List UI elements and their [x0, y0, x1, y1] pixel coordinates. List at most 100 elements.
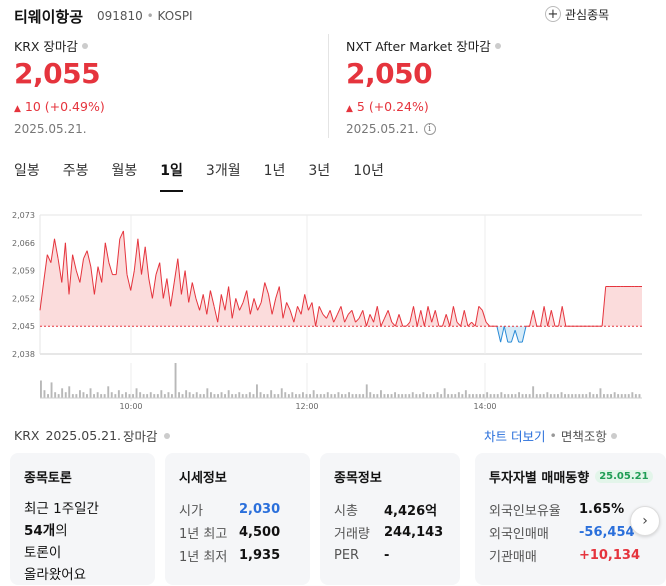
tab-일봉[interactable]: 일봉 — [14, 163, 40, 179]
volume-bar — [86, 394, 88, 398]
price-line-segment — [373, 306, 378, 323]
stock-info-rows: 시총 4,426억 거래량 244,143 PER - — [334, 498, 446, 567]
price-line-segment — [202, 294, 208, 315]
info-row: 시총 4,426억 — [334, 498, 446, 521]
status-dot-icon — [610, 432, 617, 439]
price-line-segment — [231, 298, 237, 319]
discussion-count-suffix: 의 — [55, 523, 68, 539]
chevron-right-icon: › — [642, 513, 648, 529]
price-line-segment — [184, 270, 190, 303]
price-line-segment — [148, 278, 153, 299]
volume-bar — [213, 394, 216, 398]
discussion-count-line: 54개의 — [24, 520, 141, 542]
price-line-segment — [43, 254, 48, 283]
price-line-segment — [166, 278, 172, 307]
nxt-date: 2025.05.21. i — [346, 122, 436, 136]
quote-row: 1년 최저 1,935 — [179, 544, 296, 567]
price-line-segment — [282, 302, 288, 319]
volume-bar — [54, 392, 57, 398]
quote-title: 시세정보 — [179, 471, 227, 486]
x-tick-label: 12:00 — [295, 402, 318, 411]
price-line-segment — [173, 258, 179, 283]
volume-bar — [132, 394, 134, 398]
price-area-up — [40, 230, 642, 327]
volume-bar — [82, 392, 85, 398]
price-line-segment — [54, 238, 59, 259]
price-line-segment — [141, 246, 146, 275]
tab-10년[interactable]: 10년 — [353, 163, 384, 179]
volume-bar — [210, 392, 212, 398]
stock-code: 091810 — [97, 9, 143, 23]
nxt-status-label: NXT After Market 장마감 — [346, 36, 501, 55]
volume-bar — [217, 394, 219, 398]
tab-1년[interactable]: 1년 — [263, 163, 286, 179]
tab-3개월[interactable]: 3개월 — [205, 163, 241, 179]
watchlist-button[interactable]: + 관심종목 — [545, 4, 609, 24]
volume-bar — [390, 394, 393, 398]
price-line-segment — [137, 238, 142, 275]
volume-bar — [259, 392, 262, 398]
volume-bar — [383, 394, 386, 398]
volume-bar — [518, 392, 520, 398]
tab-주봉[interactable]: 주봉 — [62, 163, 89, 179]
volume-bar — [380, 390, 382, 398]
volume-bar — [461, 394, 464, 398]
volume-bar — [287, 394, 290, 398]
price-line-segment — [358, 310, 364, 319]
volume-bar — [634, 394, 637, 398]
price-line-segment — [601, 286, 607, 327]
price-line-segment — [423, 306, 429, 327]
investor-row: 외국인매매 -56,454 — [489, 521, 640, 544]
disclaimer-link[interactable]: 면책조항 — [560, 429, 607, 444]
price-line-segment — [521, 326, 527, 343]
volume-bar — [599, 388, 602, 398]
tab-3년[interactable]: 3년 — [308, 163, 331, 179]
price-line-segment — [456, 321, 462, 327]
volume-bar — [312, 390, 315, 398]
y-tick-label: 2,038 — [12, 350, 35, 359]
volume-bar — [525, 394, 527, 398]
info-icon[interactable]: i — [423, 123, 436, 135]
volume-bar — [61, 388, 64, 398]
price-line-segment — [286, 302, 291, 311]
volume-bar — [121, 394, 124, 398]
volume-bar — [337, 392, 340, 398]
chart-more-link[interactable]: 차트 더보기 — [484, 429, 546, 444]
tab-1일[interactable]: 1일 — [160, 160, 183, 192]
volume-bar — [521, 394, 524, 398]
volume-bar — [146, 394, 149, 398]
volume-bar — [422, 392, 425, 398]
volume-bar — [376, 394, 379, 398]
volume-bar — [528, 394, 531, 398]
price-line-segment — [478, 305, 483, 311]
price-line-segment — [547, 310, 552, 327]
volume-bar — [585, 394, 588, 398]
price-line-segment — [46, 254, 52, 263]
price-line-segment — [289, 310, 295, 323]
price-line-segment — [315, 306, 320, 327]
y-tick-label: 2,066 — [12, 239, 35, 248]
volume-bar — [206, 388, 209, 398]
info-row: 거래량 244,143 — [334, 521, 446, 544]
status-dot-icon — [163, 432, 170, 439]
tab-월봉[interactable]: 월봉 — [111, 163, 138, 179]
intraday-chart[interactable]: 2,073 2,066 2,059 2,052 2,045 2,038 10:00 12:00… — [0, 205, 666, 420]
volume-bar — [613, 392, 616, 398]
price-line-segment — [151, 274, 157, 299]
volume-bar — [277, 394, 280, 398]
stock-info-card[interactable]: 종목정보 시총 4,426억 거래량 244,143 PER - — [320, 453, 460, 585]
discussion-card[interactable]: 종목토론 최근 1주일간 54개의 토론이 올라왔어요 — [10, 453, 155, 585]
price-line-segment — [199, 294, 204, 311]
volume-bar — [192, 394, 195, 398]
krx-price: 2,055 — [14, 57, 101, 90]
price-line-segment — [409, 306, 414, 323]
next-card-button[interactable]: › — [630, 506, 660, 536]
volume-bar — [227, 390, 230, 398]
volume-bar — [387, 394, 389, 398]
price-line-segment — [503, 326, 509, 343]
quote-card[interactable]: 시세정보 시가 2,030 1년 최고 4,500 1년 최저 1,935 — [165, 453, 310, 585]
price-line-segment — [104, 242, 110, 263]
volume-bar — [514, 394, 517, 398]
volume-bar — [47, 394, 49, 398]
price-line-segment — [333, 314, 338, 323]
